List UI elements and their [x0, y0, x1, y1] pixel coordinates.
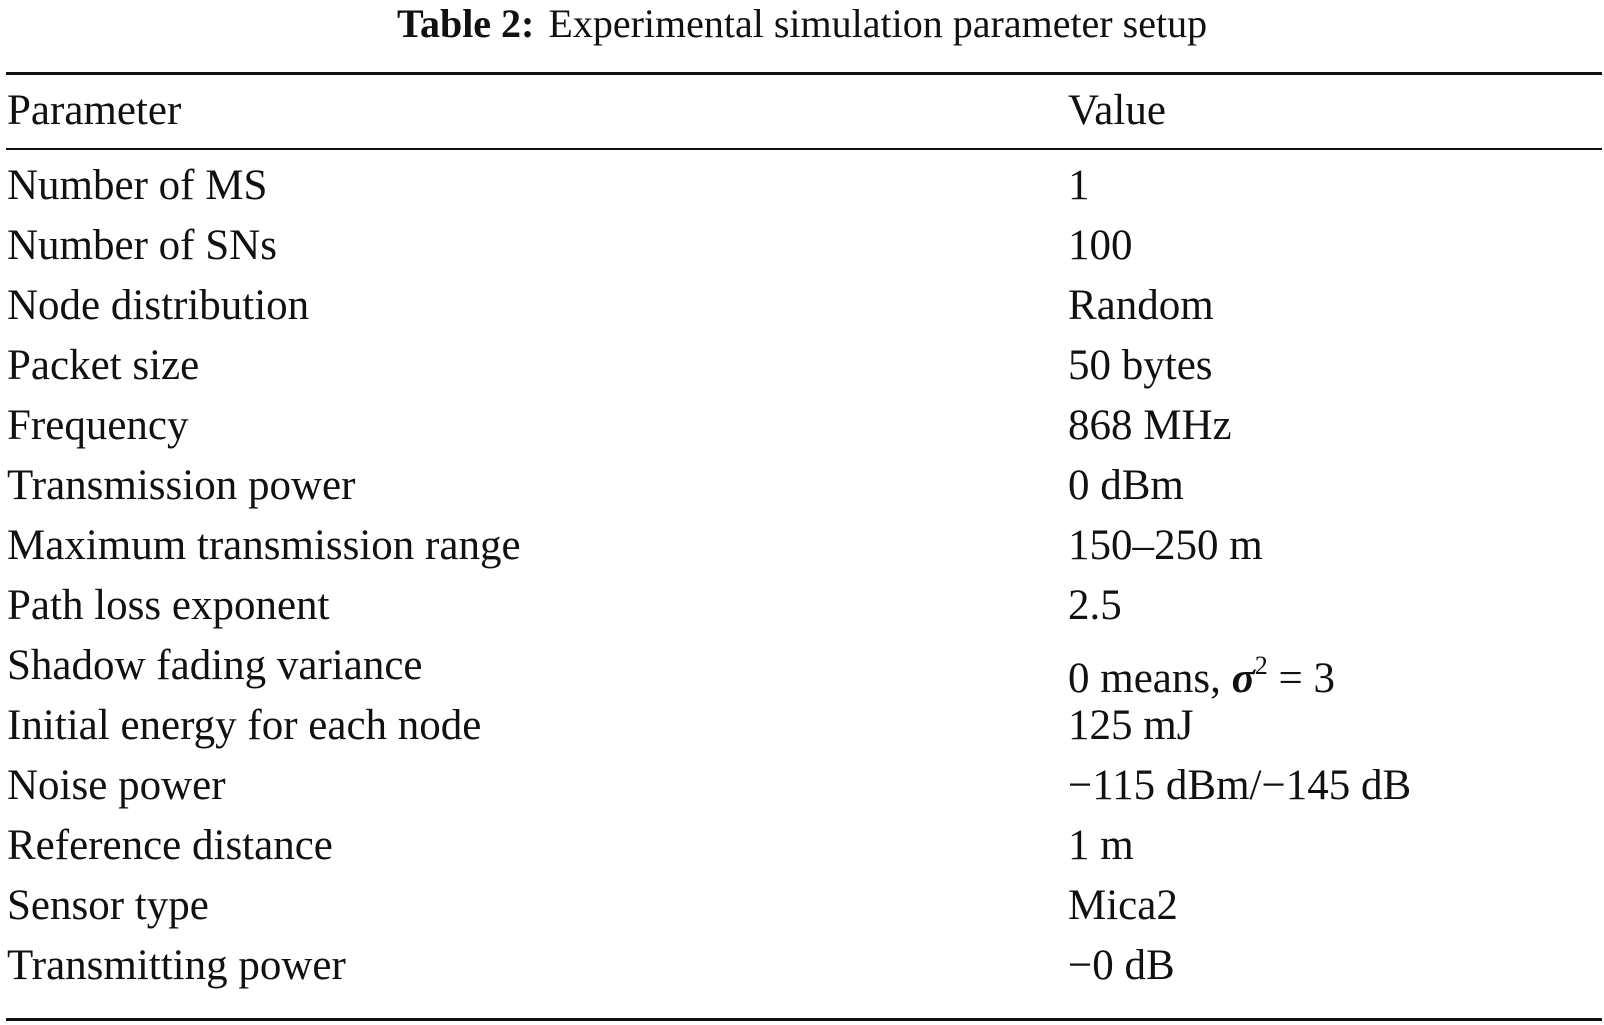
caption-text: Experimental simulation parameter setup: [548, 1, 1208, 46]
value-cell: 2.5: [1068, 582, 1122, 629]
table-row: Transmitting power −0 dB: [0, 936, 1604, 996]
table-row: Number of MS 1: [0, 156, 1604, 216]
value-cell: 125 mJ: [1068, 702, 1194, 749]
table-row: Frequency 868 MHz: [0, 396, 1604, 456]
parameter-cell: Node distribution: [7, 282, 310, 329]
table-caption: Table 2: Experimental simulation paramete…: [0, 0, 1604, 52]
value-prefix: 0 means,: [1068, 655, 1232, 702]
table-row: Packet size 50 bytes: [0, 336, 1604, 396]
table-row: Path loss exponent 2.5: [0, 576, 1604, 636]
value-cell: 0 dBm: [1068, 462, 1184, 509]
parameter-cell: Frequency: [7, 402, 189, 449]
parameter-cell: Reference distance: [7, 822, 333, 869]
table-header-row: Parameter Value: [0, 81, 1604, 141]
table-row: Noise power −115 dBm/−145 dB: [0, 756, 1604, 816]
value-cell: 100: [1068, 222, 1133, 269]
parameter-cell: Packet size: [7, 342, 200, 389]
table-row: Number of SNs 100: [0, 216, 1604, 276]
value-cell: 50 bytes: [1068, 342, 1213, 389]
exponent: 2: [1254, 651, 1268, 680]
table-row: Node distribution Random: [0, 276, 1604, 336]
sigma-symbol: σ: [1231, 655, 1255, 702]
value-cell: −0 dB: [1068, 942, 1175, 989]
parameter-cell: Sensor type: [7, 882, 209, 929]
table-row: Shadow fading variance 0 means, σ2 = 3: [0, 636, 1604, 702]
value-cell: 868 MHz: [1068, 402, 1232, 449]
value-cell: −115 dBm/−145 dB: [1068, 762, 1412, 809]
value-cell: 1: [1068, 162, 1090, 209]
value-suffix: = 3: [1267, 655, 1336, 702]
caption-label: Table 2:: [396, 1, 535, 46]
parameter-cell: Path loss exponent: [7, 582, 330, 629]
table-row: Transmission power 0 dBm: [0, 456, 1604, 516]
value-cell: 150–250 m: [1068, 522, 1263, 569]
value-cell: 0 means, σ2 = 3: [1068, 636, 1335, 709]
parameter-cell: Transmission power: [7, 462, 356, 509]
value-cell: Random: [1068, 282, 1214, 329]
table-row: Reference distance 1 m: [0, 816, 1604, 876]
header-parameter: Parameter: [7, 87, 182, 134]
header-rule: [6, 148, 1602, 150]
table-row: Initial energy for each node 125 mJ: [0, 696, 1604, 756]
value-cell: Mica2: [1068, 882, 1178, 929]
top-rule: [6, 72, 1602, 75]
parameter-cell: Number of MS: [7, 162, 268, 209]
table-row: Sensor type Mica2: [0, 876, 1604, 936]
parameter-cell: Number of SNs: [7, 222, 277, 269]
parameter-cell: Initial energy for each node: [7, 702, 482, 749]
parameter-cell: Shadow fading variance: [7, 642, 423, 689]
value-cell: 1 m: [1068, 822, 1134, 869]
bottom-rule: [6, 1018, 1602, 1021]
parameter-cell: Transmitting power: [7, 942, 346, 989]
header-value: Value: [1068, 87, 1166, 134]
parameter-cell: Noise power: [7, 762, 226, 809]
parameter-cell: Maximum transmission range: [7, 522, 521, 569]
table-row: Maximum transmission range 150–250 m: [0, 516, 1604, 576]
